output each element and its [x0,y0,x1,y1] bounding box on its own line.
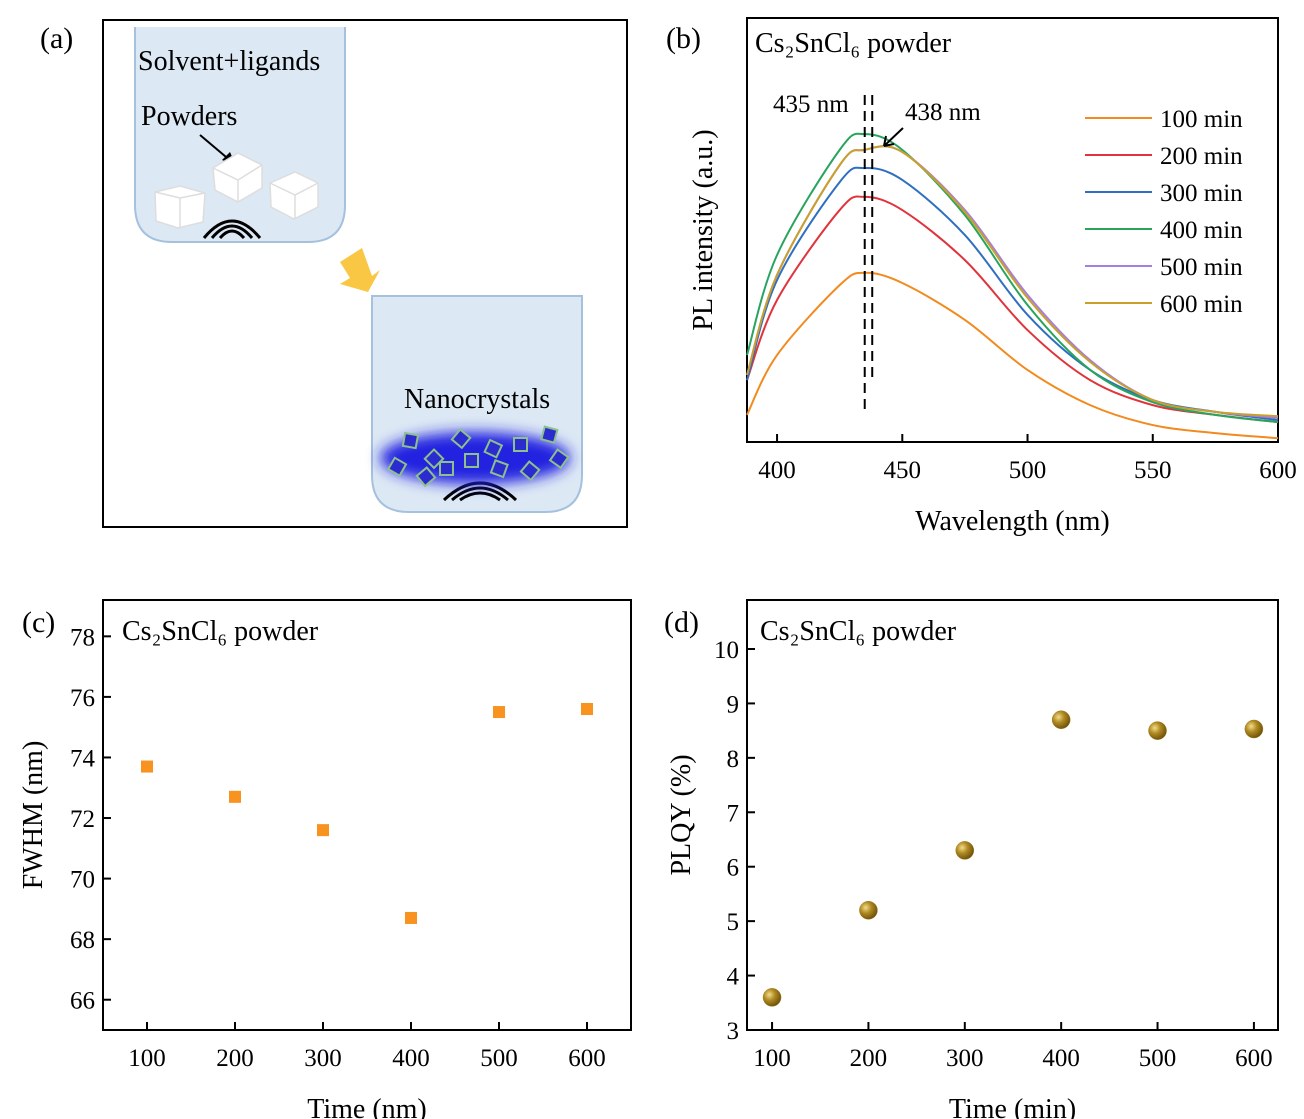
x-tick-label: 600 [1259,457,1297,484]
panel-label: (a) [40,22,73,55]
x-tick-label: 500 [1009,457,1047,484]
x-tick-label: 500 [1139,1045,1177,1072]
legend-label: 400 min [1160,217,1243,244]
legend-label: 200 min [1160,143,1243,170]
x-tick-label: 100 [753,1045,791,1072]
label: Powders [141,101,237,132]
x-tick-label: 300 [304,1045,342,1072]
x-tick-label: 200 [216,1045,254,1072]
point [1148,721,1167,740]
y-tick-label: 3 [727,1018,740,1045]
y-axis-label: PL intensity (a.u.) [688,129,719,330]
y-tick-label: 9 [727,691,740,718]
y-tick-label: 68 [70,927,95,954]
x-tick-label: 600 [1235,1045,1273,1072]
y-tick-label: 8 [727,746,740,773]
x-tick-label: 100 [128,1045,166,1072]
point [229,790,241,803]
panel-label: (d) [664,606,699,639]
panel-label: (b) [666,22,701,55]
legend-label: 600 min [1160,291,1243,318]
annotation-arrow [883,127,904,147]
x-tick-label: 300 [946,1045,984,1072]
x-tick-label: 500 [480,1045,518,1072]
panel-label: (c) [22,606,55,639]
point [141,760,153,773]
legend-label: 300 min [1160,180,1243,207]
y-tick-label: 72 [70,806,95,833]
y-tick-label: 7 [727,800,740,827]
x-axis-label: Wavelength (nm) [915,506,1109,537]
y-tick-label: 4 [727,964,740,991]
point [859,901,878,920]
point [762,988,782,1007]
plot-frame [746,17,1279,443]
point [1051,710,1071,729]
series-line [746,145,1279,418]
label: Nanocrystals [404,384,550,415]
annotation: 438 nm [905,99,981,126]
plot-frame [102,599,632,1031]
chart-title: Cs₂SnCl₆ powder [760,616,957,647]
process-arrow [340,248,380,292]
frame [102,19,628,528]
point [581,703,593,716]
chart-title: Cs₂SnCl₆ powder [122,616,319,647]
point [317,824,329,837]
legend-label: 500 min [1160,254,1243,281]
x-axis-label: Time (min) [949,1094,1076,1119]
y-tick-label: 74 [70,745,96,772]
x-axis-label: Time (nm) [307,1094,427,1119]
cubes [154,152,319,229]
point [1244,719,1264,739]
x-tick-label: 450 [884,457,922,484]
series-line [746,195,1279,424]
point [955,841,975,860]
x-tick-label: 400 [392,1045,430,1072]
plot-frame [746,599,1279,1031]
series-line [746,271,1279,440]
y-tick-label: 5 [727,909,740,936]
y-tick-label: 70 [70,867,95,894]
x-tick-label: 550 [1134,457,1172,484]
nanocrystals [380,425,570,488]
x-tick-label: 400 [1042,1045,1080,1072]
point [405,911,417,924]
y-axis-label: PLQY (%) [666,754,697,875]
series-line [746,132,1279,424]
point [493,706,505,719]
annotation: 435 nm [773,91,849,118]
label: Solvent+ligands [138,46,320,77]
y-tick-label: 66 [70,988,95,1015]
chart-title: Cs₂SnCl₆ powder [755,28,952,59]
y-tick-label: 6 [727,855,740,882]
y-tick-label: 10 [714,637,739,664]
legend-label: 100 min [1160,106,1243,133]
x-tick-label: 400 [758,457,796,484]
x-tick-label: 200 [850,1045,888,1072]
y-tick-label: 78 [70,624,95,651]
y-axis-label: FWHM (nm) [18,741,49,890]
x-tick-label: 600 [568,1045,606,1072]
diagram: (a) Solvent+ligands Powders Nanocrystals [40,19,628,528]
y-tick-label: 76 [70,685,95,712]
